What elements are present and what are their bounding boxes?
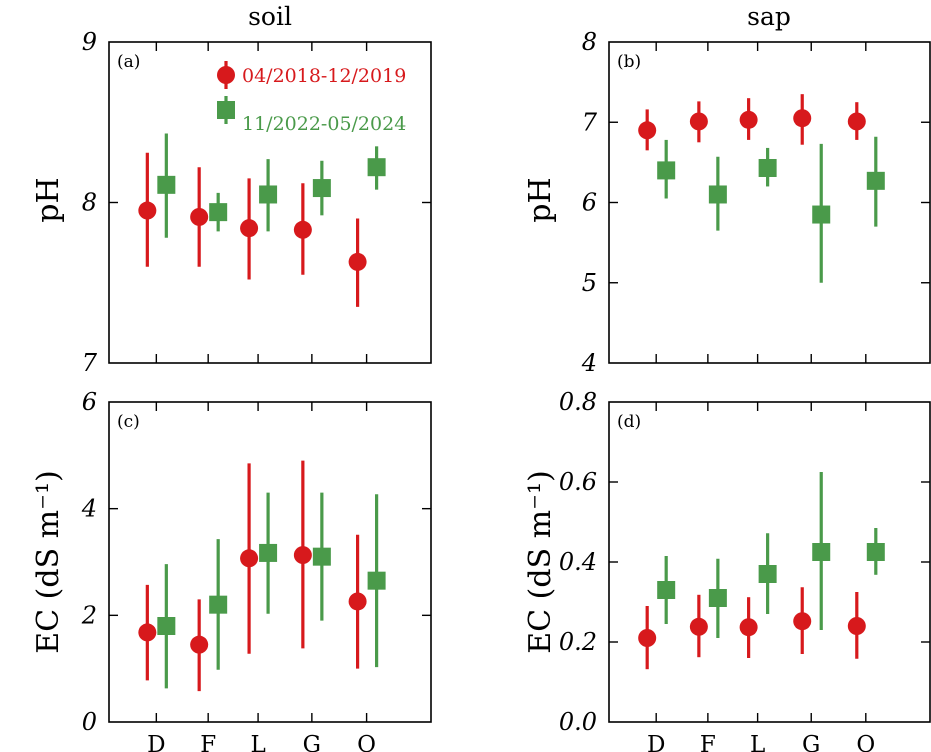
data-point-circle bbox=[190, 635, 209, 654]
data-point-square bbox=[812, 205, 831, 224]
legend-marker-circle bbox=[217, 66, 235, 84]
y-axis-title: EC (dS m⁻¹) bbox=[523, 470, 558, 653]
y-tick-label: 7 bbox=[582, 108, 598, 136]
data-point-circle bbox=[138, 201, 157, 220]
y-tick-label: 9 bbox=[82, 28, 97, 56]
y-tick-label: 0.8 bbox=[559, 388, 597, 416]
data-point-circle bbox=[689, 112, 708, 131]
y-tick-label: 8 bbox=[582, 28, 597, 56]
data-point-square bbox=[312, 547, 331, 566]
y-tick-label: 0 bbox=[82, 708, 97, 736]
y-tick-label: 4 bbox=[81, 495, 97, 523]
data-point-square bbox=[708, 185, 727, 204]
data-point-circle bbox=[293, 220, 312, 239]
data-point-square bbox=[657, 581, 676, 599]
data-point-square bbox=[259, 185, 278, 204]
y-axis-title: pH bbox=[523, 177, 558, 222]
x-tick-label: G bbox=[802, 732, 820, 752]
data-point-circle bbox=[190, 207, 209, 226]
y-tick-label: 0.4 bbox=[559, 548, 597, 576]
panel-b: 4 5 6 7 8 pH (b) bbox=[523, 28, 931, 377]
y-tick-label: 0.2 bbox=[559, 628, 597, 656]
data-point-circle bbox=[348, 252, 367, 271]
data-point-circle bbox=[847, 112, 866, 131]
x-tick-label: O bbox=[856, 732, 875, 752]
data-point-square bbox=[157, 617, 176, 635]
data-point-square bbox=[758, 158, 777, 177]
legend-marker-square bbox=[217, 101, 235, 119]
data-point-square bbox=[367, 571, 386, 590]
data-point-square bbox=[259, 543, 278, 562]
data-point-circle bbox=[739, 110, 758, 129]
x-tick-label: L bbox=[750, 732, 765, 752]
y-tick-label: 4 bbox=[581, 349, 597, 377]
data-point-square bbox=[209, 595, 228, 614]
panel-label: (b) bbox=[617, 52, 641, 72]
y-axis-title: pH bbox=[31, 177, 66, 222]
y-tick-label: 6 bbox=[82, 388, 97, 416]
data-point-circle bbox=[293, 546, 312, 565]
x-tick-label: F bbox=[700, 732, 716, 752]
data-point-square bbox=[209, 203, 228, 222]
panel-d: 0.0 0.2 0.4 0.6 0.8 D F L G O EC (dS m⁻¹) (d) bbox=[523, 388, 931, 752]
y-tick-label: 0.6 bbox=[559, 468, 597, 496]
x-tick-label: F bbox=[200, 732, 216, 752]
x-tick-label: O bbox=[357, 732, 376, 752]
data-point-circle bbox=[739, 618, 758, 637]
data-point-circle bbox=[793, 612, 812, 631]
data-point-circle bbox=[793, 109, 812, 128]
y-axis-title: EC (dS m⁻¹) bbox=[31, 470, 66, 653]
panel-a: 7 8 9 pH (a) 04/2018-12/2019 11/2022-05/2024 bbox=[31, 28, 432, 377]
panel-label: (c) bbox=[117, 412, 140, 432]
x-tick-label: D bbox=[147, 732, 165, 752]
plot-frame bbox=[608, 401, 931, 723]
legend-label-series1: 04/2018-12/2019 bbox=[242, 65, 406, 87]
data-point-circle bbox=[240, 549, 259, 568]
data-point-square bbox=[866, 543, 885, 561]
plot-frame bbox=[608, 41, 931, 364]
data-point-square bbox=[367, 158, 386, 177]
data-point-square bbox=[812, 543, 831, 561]
x-tick-label: G bbox=[303, 732, 321, 752]
y-tick-label: 6 bbox=[582, 189, 597, 217]
x-tick-label: L bbox=[250, 732, 265, 752]
data-point-circle bbox=[138, 623, 157, 642]
data-point-square bbox=[866, 171, 885, 190]
data-point-circle bbox=[348, 592, 367, 611]
y-tick-label: 5 bbox=[582, 269, 597, 297]
y-tick-label: 0.0 bbox=[559, 708, 597, 736]
data-point-circle bbox=[638, 629, 657, 647]
legend-label-series2: 11/2022-05/2024 bbox=[242, 113, 406, 135]
data-point-circle bbox=[847, 617, 866, 635]
column-title-soil: soil bbox=[248, 2, 292, 31]
column-title-sap: sap bbox=[747, 2, 791, 31]
data-point-square bbox=[657, 161, 676, 180]
data-point-square bbox=[312, 179, 331, 198]
data-point-square bbox=[157, 175, 176, 194]
data-point-circle bbox=[240, 219, 259, 238]
data-point-square bbox=[758, 565, 777, 583]
x-tick-label: D bbox=[647, 732, 665, 752]
data-point-square bbox=[708, 589, 727, 607]
panel-label: (d) bbox=[617, 412, 641, 432]
data-point-circle bbox=[689, 617, 708, 636]
data-point-circle bbox=[638, 121, 657, 140]
y-tick-label: 2 bbox=[81, 601, 97, 629]
y-tick-label: 7 bbox=[82, 349, 98, 377]
panel-c: 0 2 4 6 D F L G O EC (dS m⁻¹) (c) bbox=[31, 388, 432, 752]
plot-frame bbox=[108, 401, 432, 723]
y-tick-label: 8 bbox=[82, 189, 97, 217]
panel-label: (a) bbox=[117, 52, 140, 72]
